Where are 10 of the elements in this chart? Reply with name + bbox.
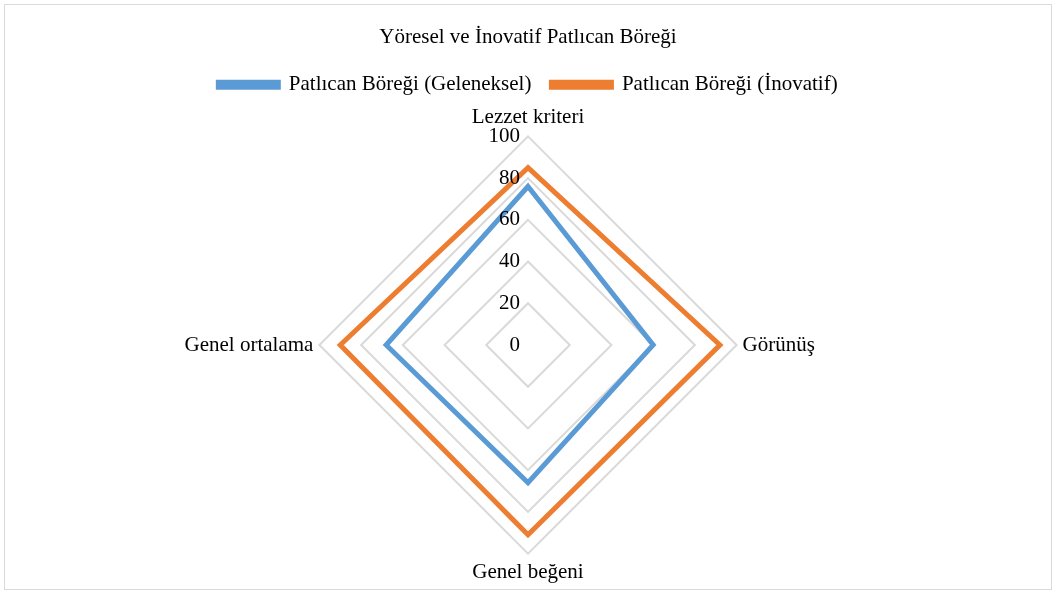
chart-title: Yöresel ve İnovatif Patlıcan Böreği (379, 24, 677, 49)
y-tick-label: 0 (509, 331, 520, 356)
y-tick-label: 60 (499, 206, 520, 231)
legend-label: Patlıcan Böreği (Geleneksel) (288, 71, 532, 96)
y-tick-label: 20 (499, 289, 520, 314)
legend-label: Patlıcan Böreği (İnovatif) (621, 71, 838, 96)
spoke-label: Görünüş (742, 331, 815, 356)
spoke-label: Genel beğeni (472, 558, 584, 583)
y-tick-label: 40 (499, 248, 520, 273)
spoke-label: Genel ortalama (184, 331, 315, 356)
